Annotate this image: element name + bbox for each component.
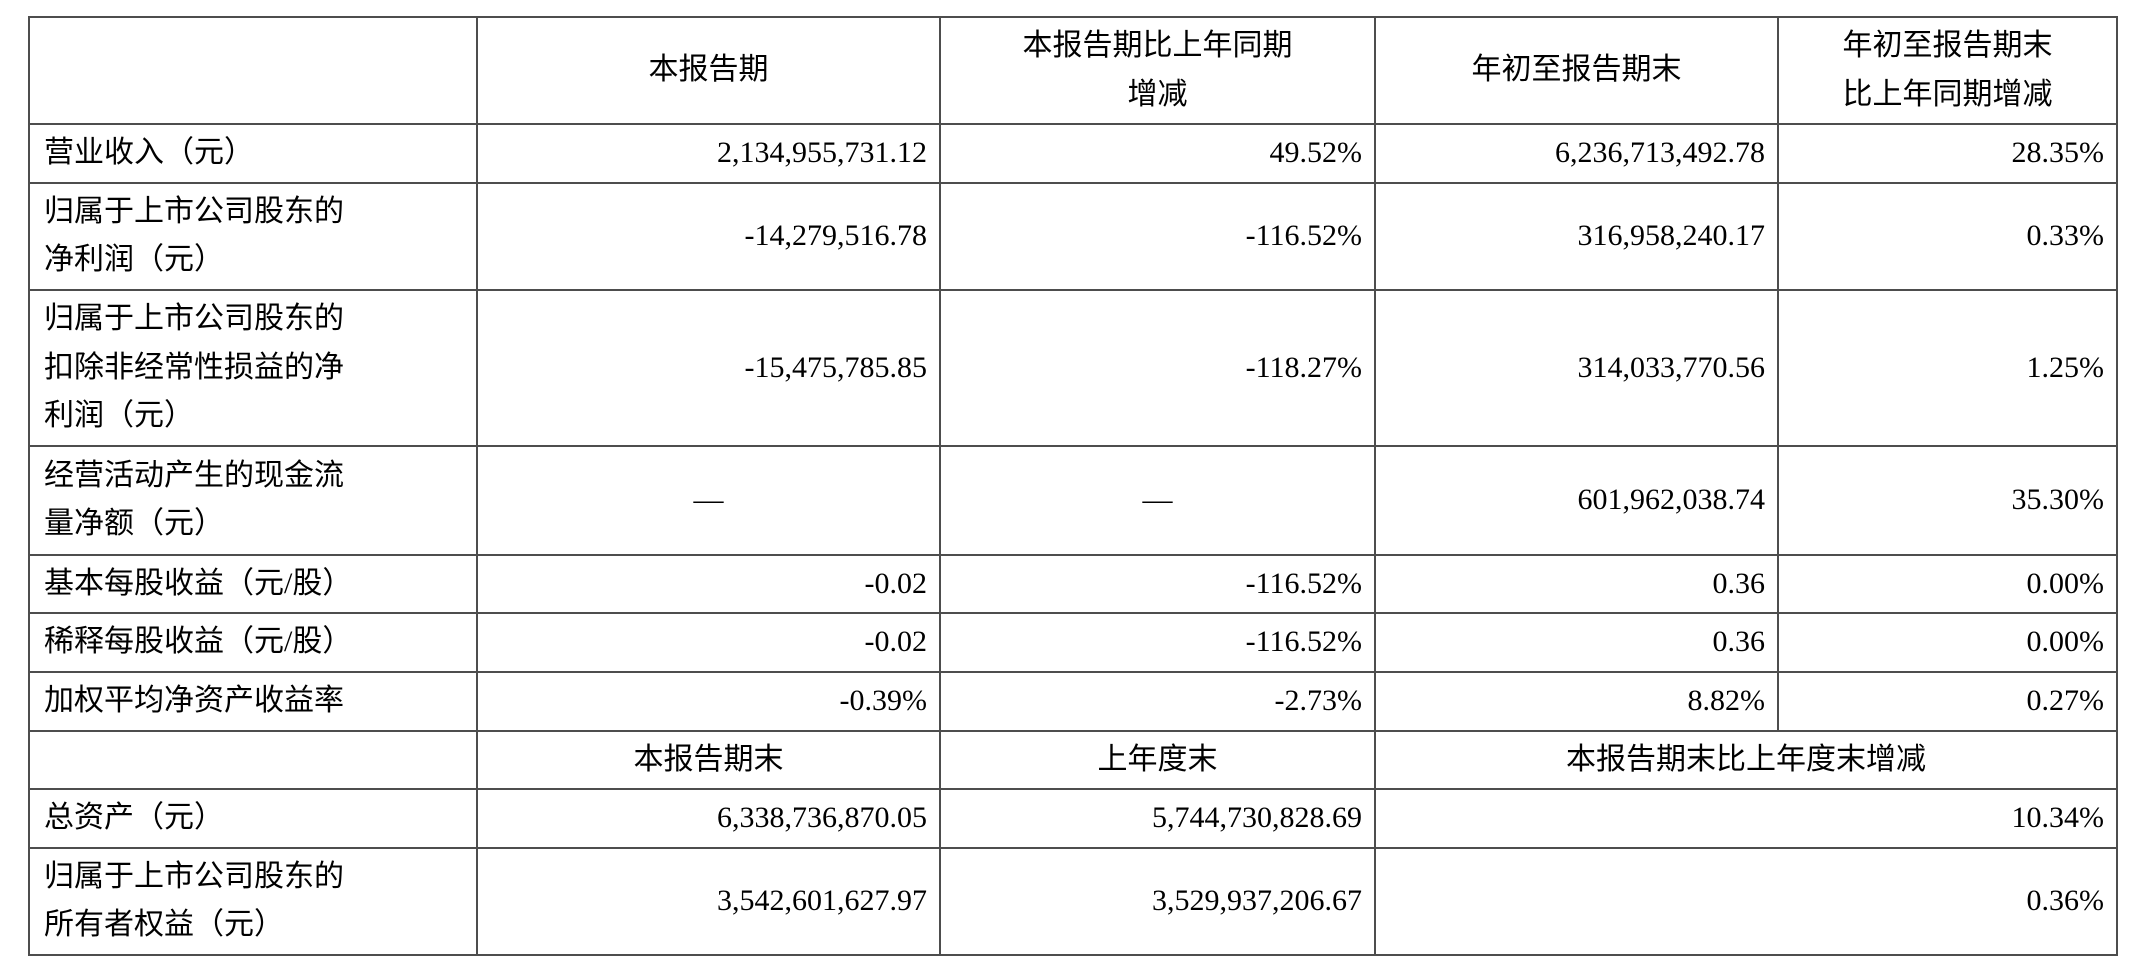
header-blank-cell <box>28 729 478 791</box>
cell-change: 10.34% <box>1374 788 2118 849</box>
row-label: 归属于上市公司股东的 净利润（元） <box>28 181 478 291</box>
header-row-period-end: 本报告期末 上年度末 本报告期末比上年度末增减 <box>28 729 2118 791</box>
row-net-profit-excl-nonrecurring: 归属于上市公司股东的 扣除非经常性损益的净 利润（元） -15,475,785.… <box>28 288 2118 447</box>
cell-current: -14,279,516.78 <box>476 181 941 291</box>
row-operating-cash-flow: 经营活动产生的现金流 量净额（元） — — 601,962,038.74 35.… <box>28 444 2118 556</box>
cell-current-yoy: -118.27% <box>939 288 1376 447</box>
cell-current-yoy: 49.52% <box>939 123 1376 184</box>
cell-ytd: 0.36 <box>1374 553 1779 615</box>
cell-current-yoy: -116.52% <box>939 553 1376 615</box>
cell-ytd-yoy: 0.00% <box>1777 553 2118 615</box>
cell-ytd: 314,033,770.56 <box>1374 288 1779 447</box>
cell-current: -0.02 <box>476 612 941 673</box>
row-label: 归属于上市公司股东的 扣除非经常性损益的净 利润（元） <box>28 288 478 447</box>
header-ytd: 年初至报告期末 <box>1374 15 1779 126</box>
cell-ytd-yoy: 28.35% <box>1777 123 2118 184</box>
cell-ytd-yoy: 1.25% <box>1777 288 2118 447</box>
header-ytd-yoy: 年初至报告期末 比上年同期增减 <box>1777 15 2118 126</box>
cell-ytd: 8.82% <box>1374 670 1779 732</box>
cell-ytd-yoy: 35.30% <box>1777 444 2118 556</box>
header-prev-year-end: 上年度末 <box>939 729 1376 791</box>
row-operating-revenue: 营业收入（元） 2,134,955,731.12 49.52% 6,236,71… <box>28 123 2118 184</box>
header-period-end: 本报告期末 <box>476 729 941 791</box>
header-row-period: 本报告期 本报告期比上年同期 增减 年初至报告期末 年初至报告期末 比上年同期增… <box>28 15 2118 126</box>
cell-ytd-yoy: 0.33% <box>1777 181 2118 291</box>
row-label: 营业收入（元） <box>28 123 478 184</box>
row-label: 归属于上市公司股东的 所有者权益（元） <box>28 846 478 956</box>
header-period-end-change: 本报告期末比上年度末增减 <box>1374 729 2118 791</box>
cell-current: -0.39% <box>476 670 941 732</box>
row-diluted-eps: 稀释每股收益（元/股） -0.02 -116.52% 0.36 0.00% <box>28 612 2118 673</box>
cell-ytd-yoy: 0.27% <box>1777 670 2118 732</box>
cell-ytd: 6,236,713,492.78 <box>1374 123 1779 184</box>
header-blank-cell <box>28 15 478 126</box>
cell-ytd: 601,962,038.74 <box>1374 444 1779 556</box>
cell-prev-year-end: 3,529,937,206.67 <box>939 846 1376 956</box>
cell-period-end: 6,338,736,870.05 <box>476 788 941 849</box>
header-current-period: 本报告期 <box>476 15 941 126</box>
cell-prev-year-end: 5,744,730,828.69 <box>939 788 1376 849</box>
cell-current-empty: — <box>476 444 941 556</box>
row-label: 基本每股收益（元/股） <box>28 553 478 615</box>
row-owners-equity: 归属于上市公司股东的 所有者权益（元） 3,542,601,627.97 3,5… <box>28 846 2118 956</box>
row-label: 稀释每股收益（元/股） <box>28 612 478 673</box>
cell-current-yoy: -2.73% <box>939 670 1376 732</box>
row-label: 加权平均净资产收益率 <box>28 670 478 732</box>
cell-current: -0.02 <box>476 553 941 615</box>
row-weighted-avg-roe: 加权平均净资产收益率 -0.39% -2.73% 8.82% 0.27% <box>28 670 2118 732</box>
cell-current-yoy-empty: — <box>939 444 1376 556</box>
cell-ytd: 0.36 <box>1374 612 1779 673</box>
financial-summary-table: 本报告期 本报告期比上年同期 增减 年初至报告期末 年初至报告期末 比上年同期增… <box>28 15 2118 956</box>
cell-ytd: 316,958,240.17 <box>1374 181 1779 291</box>
cell-current: 2,134,955,731.12 <box>476 123 941 184</box>
cell-change: 0.36% <box>1374 846 2118 956</box>
row-label: 总资产（元） <box>28 788 478 849</box>
row-basic-eps: 基本每股收益（元/股） -0.02 -116.52% 0.36 0.00% <box>28 553 2118 615</box>
cell-ytd-yoy: 0.00% <box>1777 612 2118 673</box>
header-current-period-yoy: 本报告期比上年同期 增减 <box>939 15 1376 126</box>
cell-current: -15,475,785.85 <box>476 288 941 447</box>
row-total-assets: 总资产（元） 6,338,736,870.05 5,744,730,828.69… <box>28 788 2118 849</box>
cell-current-yoy: -116.52% <box>939 181 1376 291</box>
cell-period-end: 3,542,601,627.97 <box>476 846 941 956</box>
row-label: 经营活动产生的现金流 量净额（元） <box>28 444 478 556</box>
cell-current-yoy: -116.52% <box>939 612 1376 673</box>
row-net-profit: 归属于上市公司股东的 净利润（元） -14,279,516.78 -116.52… <box>28 181 2118 291</box>
